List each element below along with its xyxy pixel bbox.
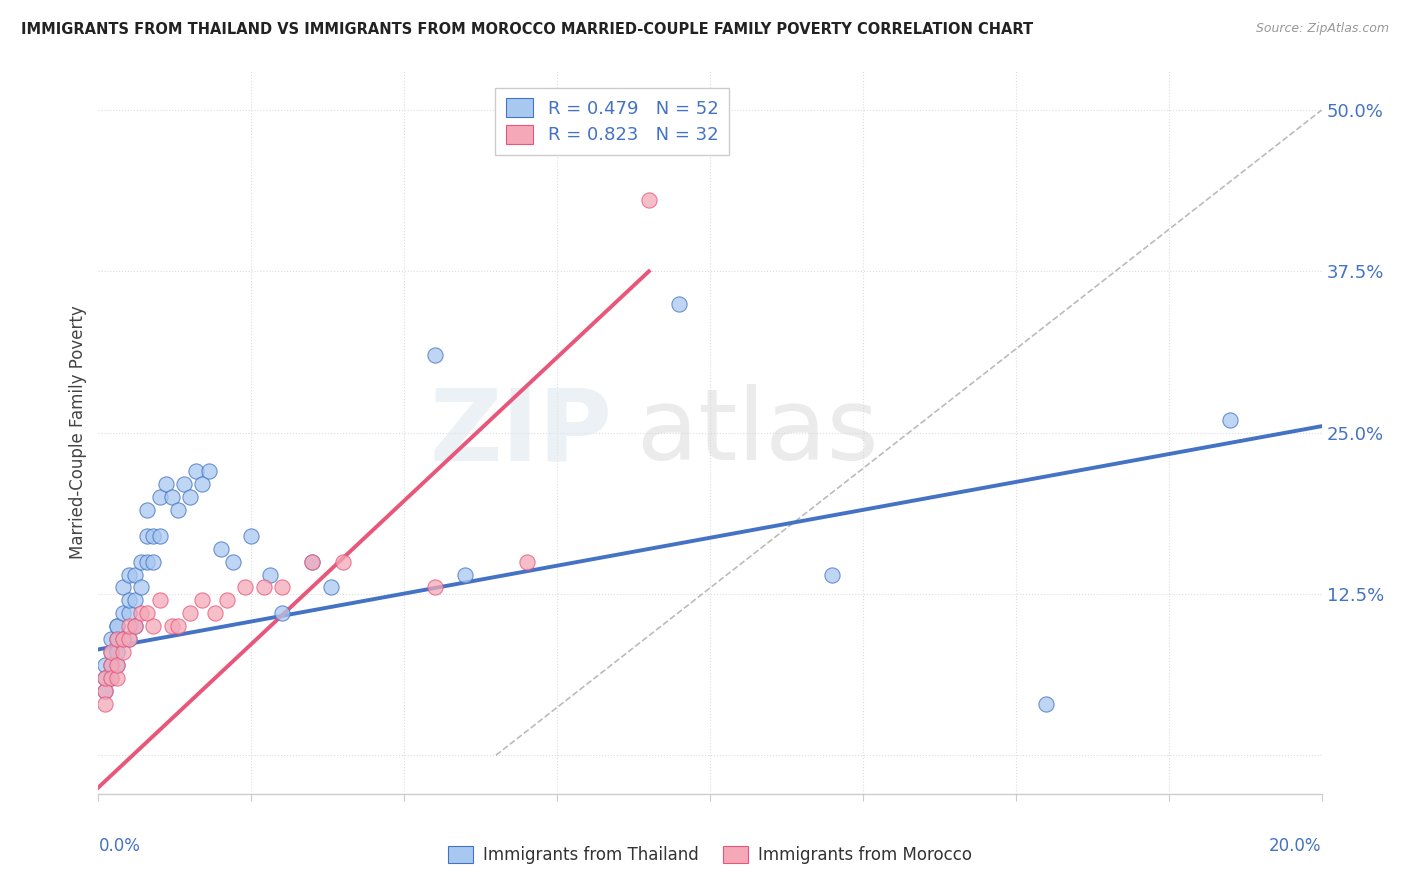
Point [186, 464, 208, 478]
Point [215, 593, 238, 607]
Point [454, 567, 477, 582]
Point [105, 645, 128, 659]
Point [821, 567, 844, 582]
Point [1035, 697, 1057, 711]
Point [240, 529, 263, 543]
Text: ZIP: ZIP [429, 384, 612, 481]
Point [105, 657, 128, 672]
Point [111, 645, 134, 659]
Point [149, 490, 172, 504]
Point [136, 555, 159, 569]
Point [637, 194, 661, 208]
Text: IMMIGRANTS FROM THAILAND VS IMMIGRANTS FROM MOROCCO MARRIED-COUPLE FAMILY POVERT: IMMIGRANTS FROM THAILAND VS IMMIGRANTS F… [21, 22, 1033, 37]
Point [270, 581, 292, 595]
Point [93, 657, 115, 672]
Point [668, 296, 690, 310]
Point [100, 657, 122, 672]
Point [142, 529, 165, 543]
Point [124, 619, 146, 633]
Point [423, 348, 446, 362]
Point [160, 490, 183, 504]
Point [204, 607, 226, 621]
Point [124, 619, 146, 633]
Point [93, 671, 115, 685]
Point [124, 593, 146, 607]
Point [100, 645, 122, 659]
Point [332, 555, 354, 569]
Point [100, 645, 122, 659]
Point [167, 503, 190, 517]
Point [111, 607, 134, 621]
Point [160, 619, 183, 633]
Point [100, 671, 122, 685]
Point [423, 581, 446, 595]
Point [105, 619, 128, 633]
Point [93, 683, 115, 698]
Point [1219, 413, 1241, 427]
Point [222, 555, 245, 569]
Point [209, 541, 232, 556]
Point [105, 619, 128, 633]
Point [301, 555, 323, 569]
Point [167, 619, 190, 633]
Point [136, 607, 159, 621]
Point [142, 555, 165, 569]
Point [516, 555, 538, 569]
Point [118, 632, 141, 646]
Point [100, 657, 122, 672]
Point [100, 671, 122, 685]
Point [105, 632, 128, 646]
Point [111, 581, 134, 595]
Text: atlas: atlas [637, 384, 879, 481]
Point [129, 607, 152, 621]
Point [118, 567, 141, 582]
Point [93, 671, 115, 685]
Point [259, 567, 281, 582]
Point [93, 697, 115, 711]
Text: 0.0%: 0.0% [98, 838, 141, 855]
Point [149, 529, 172, 543]
Point [179, 607, 201, 621]
Point [233, 581, 256, 595]
Point [197, 464, 219, 478]
Point [100, 632, 122, 646]
Point [129, 555, 152, 569]
Point [301, 555, 323, 569]
Point [118, 607, 141, 621]
Point [118, 619, 141, 633]
Y-axis label: Married-Couple Family Poverty: Married-Couple Family Poverty [69, 306, 87, 559]
Point [111, 632, 134, 646]
Point [136, 503, 159, 517]
Point [179, 490, 201, 504]
Point [105, 632, 128, 646]
Point [124, 567, 146, 582]
Point [111, 632, 134, 646]
Point [191, 593, 214, 607]
Point [118, 593, 141, 607]
Point [136, 529, 159, 543]
Point [105, 671, 128, 685]
Point [155, 477, 177, 491]
Point [142, 619, 165, 633]
Point [252, 581, 274, 595]
Point [149, 593, 172, 607]
Legend: Immigrants from Thailand, Immigrants from Morocco: Immigrants from Thailand, Immigrants fro… [439, 838, 981, 872]
Point [93, 683, 115, 698]
Text: 20.0%: 20.0% [1270, 838, 1322, 855]
Point [270, 607, 292, 621]
Point [191, 477, 214, 491]
Point [173, 477, 195, 491]
Point [319, 581, 342, 595]
Point [105, 657, 128, 672]
Point [118, 632, 141, 646]
Text: Source: ZipAtlas.com: Source: ZipAtlas.com [1256, 22, 1389, 36]
Point [129, 581, 152, 595]
